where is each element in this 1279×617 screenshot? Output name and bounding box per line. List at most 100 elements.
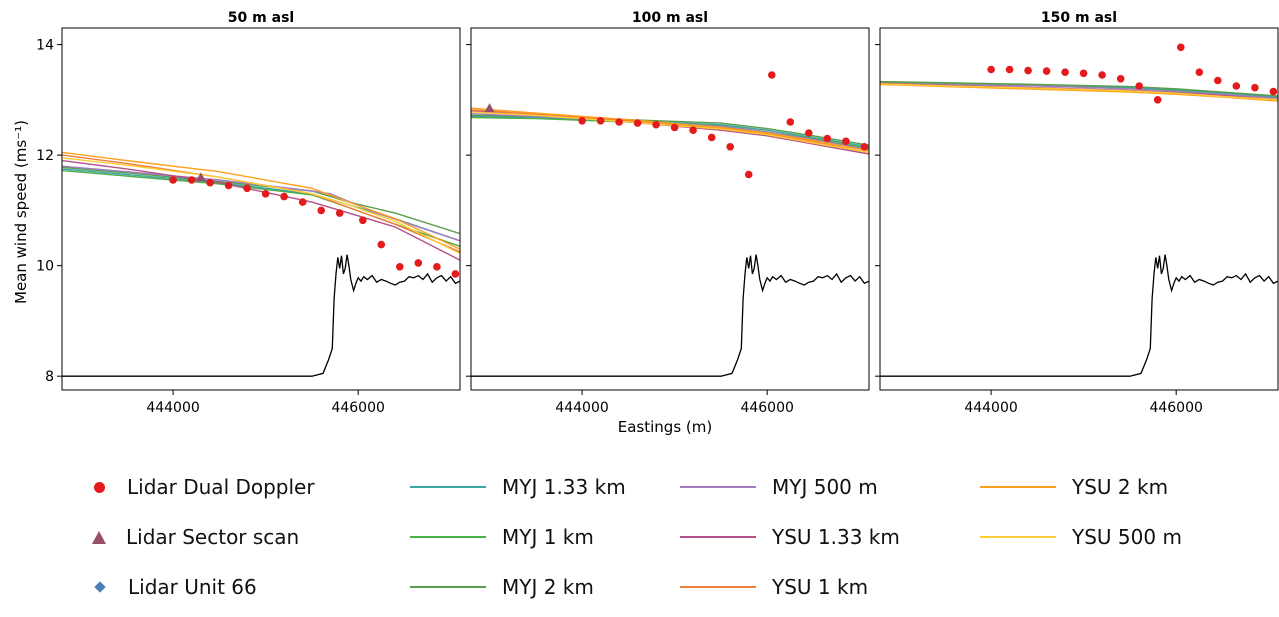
- legend-label: MYJ 500 m: [772, 475, 878, 499]
- y-tick-label: 8: [45, 369, 54, 385]
- dual-doppler-point: [1098, 71, 1106, 79]
- dual-doppler-point: [1195, 68, 1204, 76]
- x-tick-label: 446000: [331, 400, 384, 416]
- series-line-ysu-1-33-km: [62, 159, 460, 261]
- dual-doppler-point: [1116, 75, 1125, 83]
- legend-item-ysu-1-33-km: YSU 1.33 km: [680, 524, 900, 550]
- dual-doppler-point: [1153, 96, 1162, 104]
- x-tick-label: 446000: [740, 400, 793, 416]
- plot-area: [471, 71, 869, 377]
- dual-doppler-point: [1079, 69, 1088, 78]
- panel-100-m-asl: 100 m asl 444000 446000: [466, 10, 870, 416]
- legend-line-swatch: [680, 486, 756, 488]
- legend-label: YSU 500 m: [1072, 525, 1182, 549]
- dual-doppler-point: [652, 120, 660, 129]
- legend-item-myj-1-33-km: MYJ 1.33 km: [410, 474, 626, 500]
- x-tick-label: 444000: [555, 400, 608, 416]
- legend-item-myj-1-km: MYJ 1 km: [410, 524, 594, 550]
- terrain-profile-line: [880, 254, 1278, 377]
- panel-title: 50 m asl: [228, 10, 294, 26]
- legend-label: Lidar Sector scan: [126, 525, 300, 549]
- legend-line-swatch: [410, 486, 486, 488]
- series-line-ysu-500-m: [471, 111, 869, 154]
- dual-doppler-point: [1024, 66, 1032, 75]
- legend-dot-marker: [94, 481, 105, 493]
- legend-item-lidar-unit-66: Lidar Unit 66: [80, 574, 257, 600]
- dual-doppler-point: [670, 123, 679, 132]
- dual-doppler-point: [280, 192, 288, 201]
- y-axis-label: Mean wind speed (ms⁻¹): [12, 120, 30, 304]
- dual-doppler-point: [578, 117, 586, 125]
- dual-doppler-point: [359, 216, 367, 225]
- dual-doppler-point: [1135, 82, 1143, 90]
- legend-label: MYJ 1.33 km: [502, 475, 626, 499]
- dual-doppler-point: [377, 240, 386, 249]
- plot-area: [880, 43, 1278, 377]
- series-line-myj-500-m: [471, 113, 869, 151]
- dual-doppler-point: [726, 143, 734, 151]
- dual-doppler-point: [823, 134, 832, 143]
- legend: Lidar Dual Doppler Lidar Sector scan Lidar…: [80, 475, 1260, 610]
- legend-item-myj-2-km: MYJ 2 km: [410, 574, 594, 600]
- legend-label: YSU 1.33 km: [772, 525, 900, 549]
- legend-item-ysu-500-m: YSU 500 m: [980, 524, 1182, 550]
- dual-doppler-point: [451, 270, 460, 278]
- series-line-myj-2-km: [880, 80, 1278, 97]
- dual-doppler-point: [1061, 68, 1069, 76]
- panel-150-m-asl: 150 m asl 444000 446000: [875, 10, 1279, 416]
- legend-item-ysu-2-km: YSU 2 km: [980, 474, 1168, 500]
- dual-doppler-point: [414, 259, 423, 267]
- legend-label: MYJ 1 km: [502, 525, 594, 549]
- series-line-ysu-1-km: [62, 154, 460, 253]
- dual-doppler-point: [987, 65, 995, 74]
- legend-line-swatch: [680, 586, 756, 588]
- panel-50-m-asl: 50 m asl 444000 446000 8 10 12 14: [36, 10, 461, 416]
- legend-label: YSU 2 km: [1072, 475, 1169, 499]
- legend-line-swatch: [680, 536, 756, 538]
- legend-line-swatch: [410, 586, 486, 588]
- dual-doppler-point: [1177, 43, 1185, 52]
- dual-doppler-point: [805, 129, 813, 137]
- dual-doppler-point: [298, 198, 307, 206]
- series-line-ysu-500-m: [880, 83, 1278, 101]
- legend-line-swatch: [980, 486, 1056, 488]
- x-tick-label: 444000: [146, 400, 199, 416]
- dual-doppler-point: [786, 118, 795, 126]
- legend-item-ysu-1-km: YSU 1 km: [680, 574, 868, 600]
- dual-doppler-point: [335, 209, 344, 217]
- legend-label: Lidar Dual Doppler: [127, 475, 315, 499]
- series-line-myj-500-m: [880, 82, 1278, 99]
- legend-diamond-marker: [94, 581, 106, 593]
- dual-doppler-point: [596, 117, 605, 125]
- series-line-ysu-500-m: [62, 157, 460, 255]
- dual-doppler-point: [633, 119, 642, 127]
- dual-doppler-point: [396, 263, 404, 271]
- x-tick-label: 444000: [964, 400, 1017, 416]
- legend-label: YSU 1 km: [772, 575, 869, 599]
- wind-speed-figure: Mean wind speed (ms⁻¹) Eastings (m) 50 m…: [12, 10, 1279, 436]
- dual-doppler-point: [1005, 65, 1014, 74]
- dual-doppler-point: [615, 118, 623, 126]
- dual-doppler-point: [206, 178, 214, 187]
- dual-doppler-point: [744, 170, 753, 179]
- dual-doppler-point: [842, 137, 850, 146]
- panel-frame: [470, 27, 870, 391]
- legend-line-swatch: [980, 536, 1056, 538]
- dual-doppler-point: [768, 71, 776, 79]
- y-tick-label: 10: [36, 259, 54, 275]
- dual-doppler-point: [261, 190, 270, 198]
- dual-doppler-point: [689, 126, 697, 134]
- panel-title: 100 m asl: [632, 10, 708, 26]
- x-tick-label: 446000: [1149, 400, 1202, 416]
- panel-title: 150 m asl: [1041, 10, 1117, 26]
- dual-doppler-point: [1042, 67, 1051, 75]
- legend-item-myj-500-m: MYJ 500 m: [680, 474, 878, 500]
- legend-item-lidar-dual-doppler: Lidar Dual Doppler: [80, 474, 315, 500]
- dual-doppler-point: [860, 143, 869, 151]
- y-tick-label: 14: [36, 38, 54, 54]
- y-tick-label: 12: [36, 148, 54, 164]
- dual-doppler-point: [1269, 87, 1278, 96]
- series-line-ysu-2-km: [471, 107, 869, 152]
- dual-doppler-point: [433, 263, 441, 271]
- sector-scan-point: [484, 103, 495, 113]
